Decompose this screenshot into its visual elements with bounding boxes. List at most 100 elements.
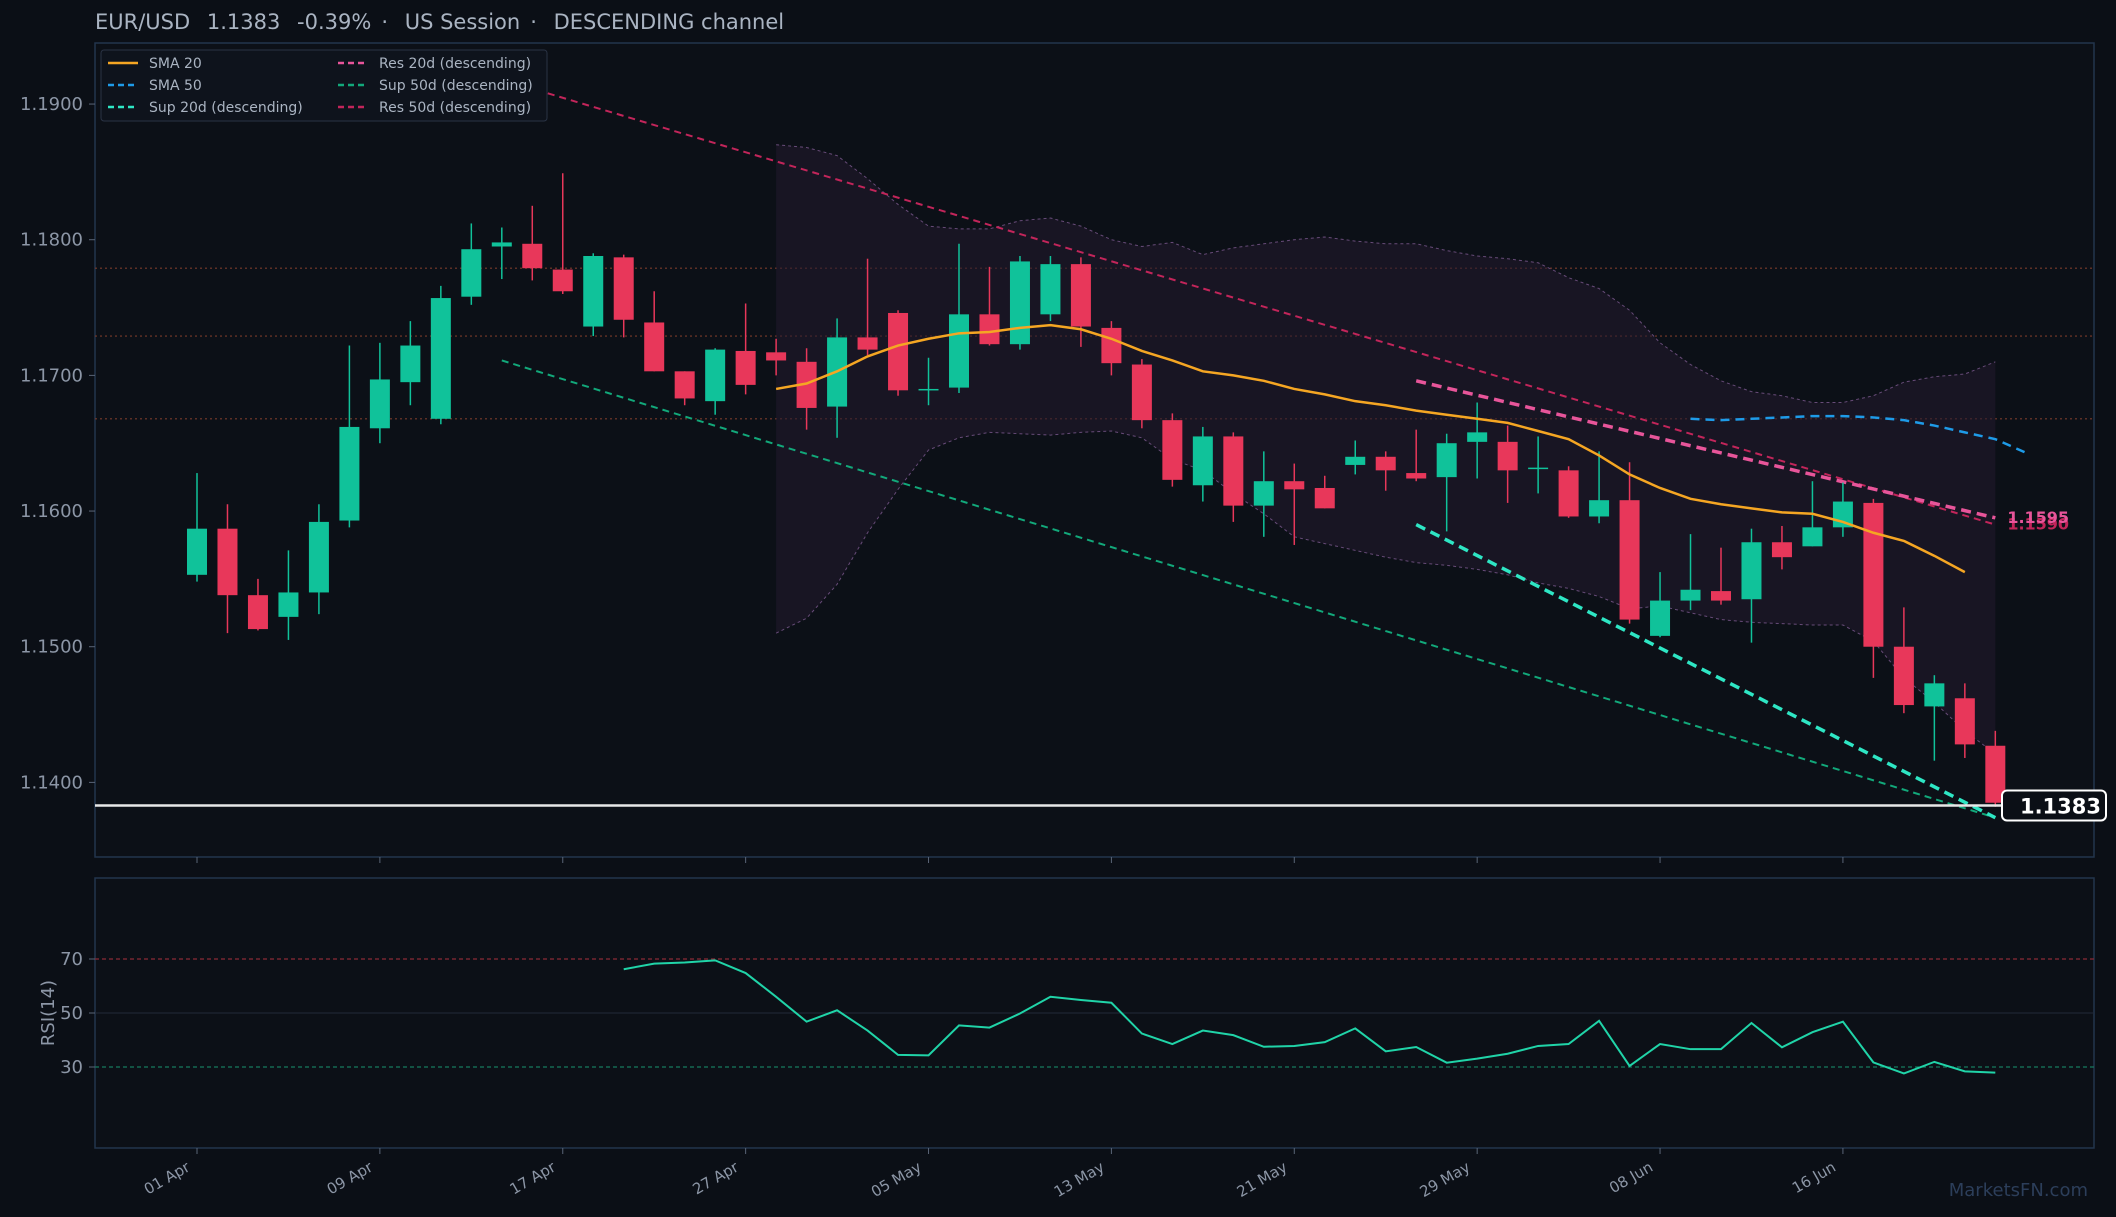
rsi-y-tick-label: 50: [60, 1003, 83, 1024]
trend-line: [1415, 523, 1997, 820]
legend-label: Sup 50d (descending): [379, 78, 533, 94]
candle-body-bear: [1070, 264, 1091, 327]
sma50-line: [1690, 414, 2027, 454]
candle-body-bear: [1223, 436, 1244, 506]
candle-body-bear: [552, 269, 573, 292]
rsi-y-tick-label: 30: [60, 1057, 83, 1078]
candle-body-bear: [1162, 420, 1183, 480]
sma20-line: [775, 323, 1966, 574]
candle-body-bull: [1040, 264, 1061, 315]
x-tick-label: 08 Jun: [1606, 1158, 1656, 1197]
candle-body-bull: [1802, 527, 1823, 547]
candle-body-bear: [735, 350, 756, 385]
x-tick-label: 21 May: [1234, 1158, 1291, 1201]
header-channel: DESCENDING channel: [553, 10, 785, 34]
pair-symbol: EUR/USD: [95, 10, 191, 34]
candle-body-bear: [674, 371, 695, 399]
x-tick-label: 29 May: [1417, 1158, 1474, 1201]
candle-body-bull: [583, 255, 604, 327]
y-tick-label: 1.1600: [20, 501, 83, 522]
candle-body-bear: [522, 243, 543, 269]
legend-label: SMA 50: [149, 78, 202, 94]
x-tick-label: 17 Apr: [507, 1157, 560, 1198]
candle-body-bull: [187, 528, 207, 575]
candle-body-bull: [705, 349, 726, 402]
x-tick-label: 16 Jun: [1789, 1158, 1839, 1197]
candle-body-bull: [491, 242, 512, 247]
rsi-axis-label: RSI(14): [38, 980, 59, 1046]
candle-body-bull: [308, 521, 329, 593]
candle-body-bear: [857, 337, 878, 350]
candle-body-bull: [1650, 600, 1671, 636]
candle-body-bear: [1131, 364, 1152, 421]
legend-label: Res 20d (descending): [379, 56, 531, 72]
candle-body-bear: [1558, 470, 1579, 517]
candle-body-bear: [1771, 542, 1792, 558]
candle-body-bear: [1863, 502, 1884, 647]
candle-body-bull: [1192, 436, 1213, 486]
candle-body-bull: [339, 426, 360, 521]
band-lower-line: [775, 430, 1996, 755]
header-price: 1.1383: [206, 10, 281, 34]
candle-body-bull: [949, 314, 969, 388]
header-change: -0.39%: [297, 10, 372, 34]
candle-body-bear: [613, 257, 634, 320]
y-tick-label: 1.1800: [20, 230, 83, 251]
trend-line: [501, 78, 1996, 526]
candle-body-bull: [369, 379, 390, 429]
band-upper-line: [776, 144, 1996, 404]
candle-body-bull: [1589, 500, 1610, 517]
candle-body-bear: [1619, 500, 1640, 620]
trend-line-end-label: 1.1590: [2007, 515, 2069, 534]
candle-body-bull: [1345, 456, 1366, 465]
legend-label: Sup 20d (descending): [149, 100, 303, 116]
candle-body-bear: [1314, 487, 1335, 509]
candle-body-bull: [430, 298, 451, 419]
legend-box: [100, 49, 548, 122]
chart-header: EUR/USD 1.1383 -0.39% · US Session · DESCE…: [95, 10, 794, 34]
legend-label: SMA 20: [149, 56, 202, 72]
header-separator: ·: [381, 10, 389, 34]
candle-body-bear: [796, 361, 817, 408]
watermark: MarketsFN.com: [1949, 1180, 2088, 1201]
candle-body-bull: [1467, 432, 1488, 442]
header-separator: ·: [530, 10, 537, 34]
candle-body-bull: [1924, 683, 1945, 707]
header-session: US Session: [404, 10, 521, 34]
candle-body-bull: [1528, 467, 1549, 470]
candle-body-bull: [278, 592, 299, 617]
x-tick-label: 05 May: [868, 1158, 925, 1201]
candle-body-bear: [1985, 745, 2006, 803]
candle-body-bear: [766, 352, 787, 361]
candle-body-bear: [888, 312, 909, 391]
y-tick-label: 1.1400: [20, 772, 83, 793]
candle-body-bear: [1954, 698, 1975, 745]
x-tick-label: 01 Apr: [141, 1157, 194, 1198]
last-price-label: 1.1383: [2020, 794, 2101, 818]
candle-body-bear: [1284, 481, 1305, 490]
candle-body-bull: [461, 249, 482, 297]
trend-line: [501, 359, 1996, 819]
candle-body-bear: [1893, 646, 1914, 706]
candle-body-bull: [1680, 589, 1701, 601]
last-price-label-box: [2001, 789, 2107, 822]
candle-body-bear: [1406, 473, 1427, 479]
candle-body-bear: [644, 322, 665, 372]
y-tick-label: 1.1900: [20, 94, 83, 115]
candle-body-bull: [1253, 481, 1274, 506]
candle-body-bear: [979, 314, 1000, 345]
candle-body-bear: [1497, 441, 1518, 471]
y-tick-label: 1.1700: [20, 365, 83, 386]
candle-body-bear: [247, 595, 268, 630]
x-tick-label: 09 Apr: [324, 1157, 377, 1198]
x-tick-label: 13 May: [1051, 1158, 1108, 1201]
candle-body-bull: [1436, 443, 1457, 478]
candle-body-bull: [1009, 261, 1030, 345]
x-tick-label: 27 Apr: [690, 1157, 743, 1198]
candle-body-bear: [1711, 591, 1731, 601]
candle-body-bear: [1375, 456, 1396, 471]
candle-body-bear: [217, 528, 238, 596]
candle-body-bear: [1101, 327, 1122, 364]
